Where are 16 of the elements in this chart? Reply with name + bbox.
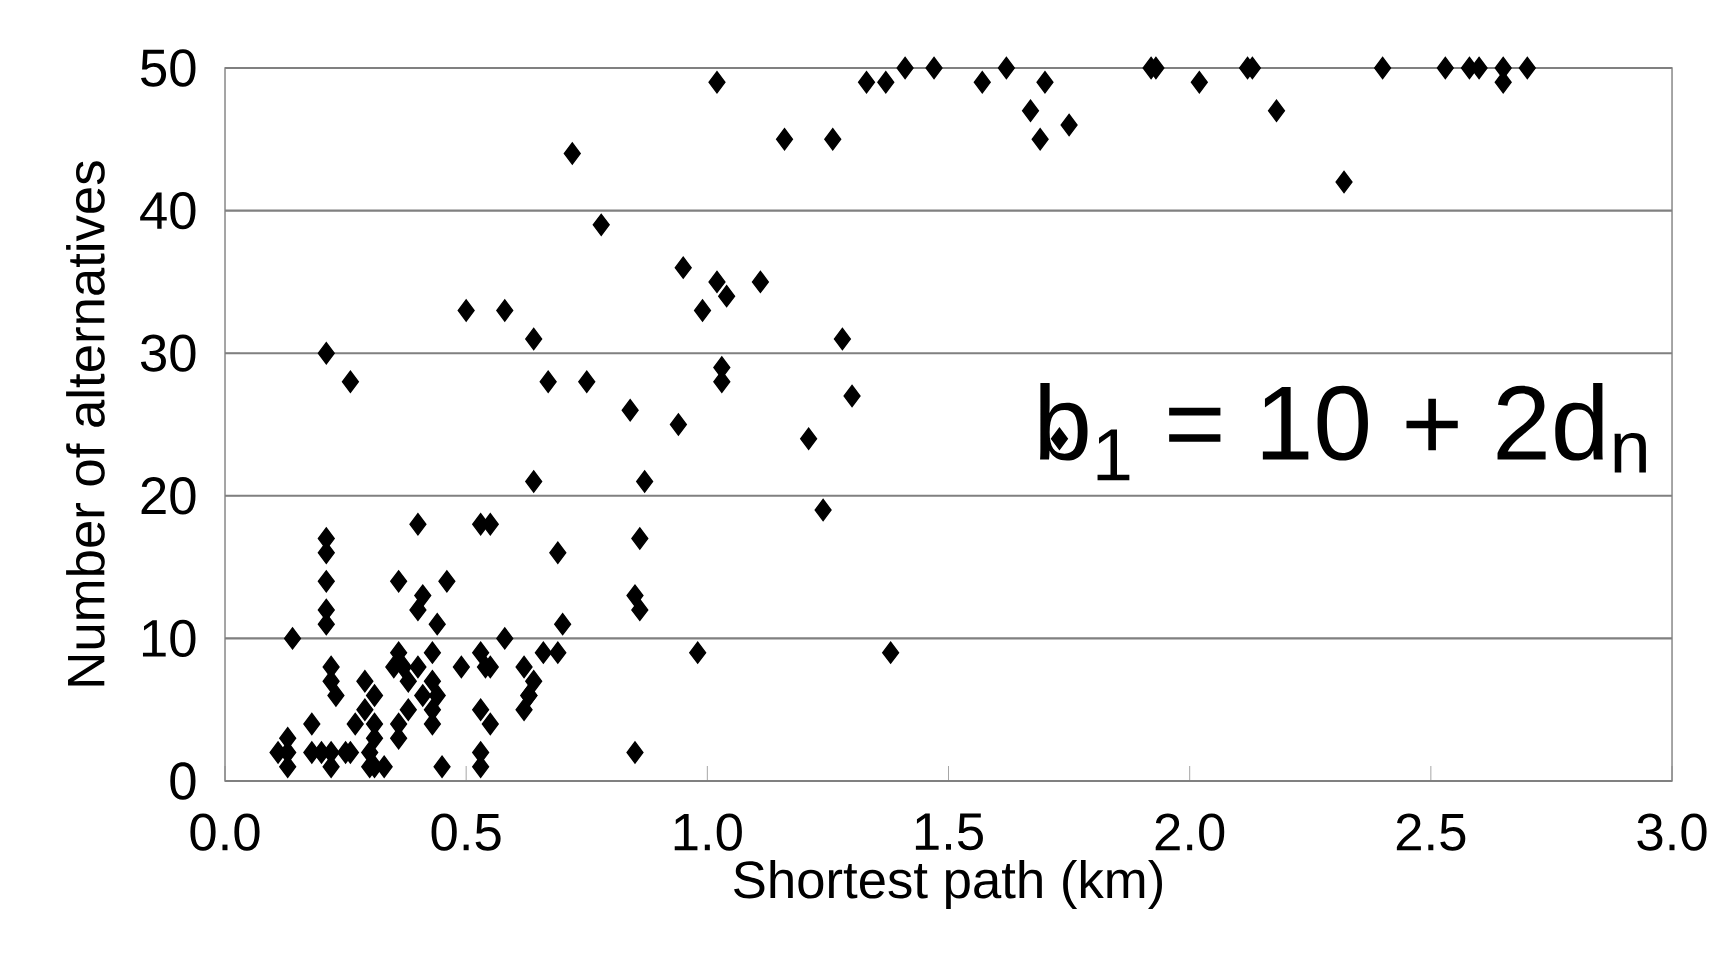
- y-tick-label: 30: [140, 334, 196, 372]
- y-tick-label: 40: [140, 191, 196, 230]
- x-tick-label: 0.0: [190, 813, 260, 851]
- y-axis-title: Number of alternatives: [66, 161, 105, 686]
- y-tick-label: 0: [170, 762, 196, 800]
- x-tick-label: 2.5: [1396, 813, 1466, 851]
- x-axis-title: Shortest path (km): [734, 859, 1162, 909]
- annotation: b$_{1}$ = 10 + 2d$_{n}$: [1040, 383, 1646, 481]
- x-tick-label: 1.0: [674, 813, 742, 851]
- y-tick-label: 20: [141, 477, 196, 515]
- x-tick-label: 0.5: [431, 813, 501, 851]
- y-tick-label: 50: [141, 49, 196, 87]
- y-tick-label: 10: [142, 619, 196, 658]
- x-tick-label: 2.0: [1155, 813, 1225, 851]
- x-tick-label: 3.0: [1637, 813, 1707, 851]
- x-tick-label: 1.5: [915, 813, 983, 851]
